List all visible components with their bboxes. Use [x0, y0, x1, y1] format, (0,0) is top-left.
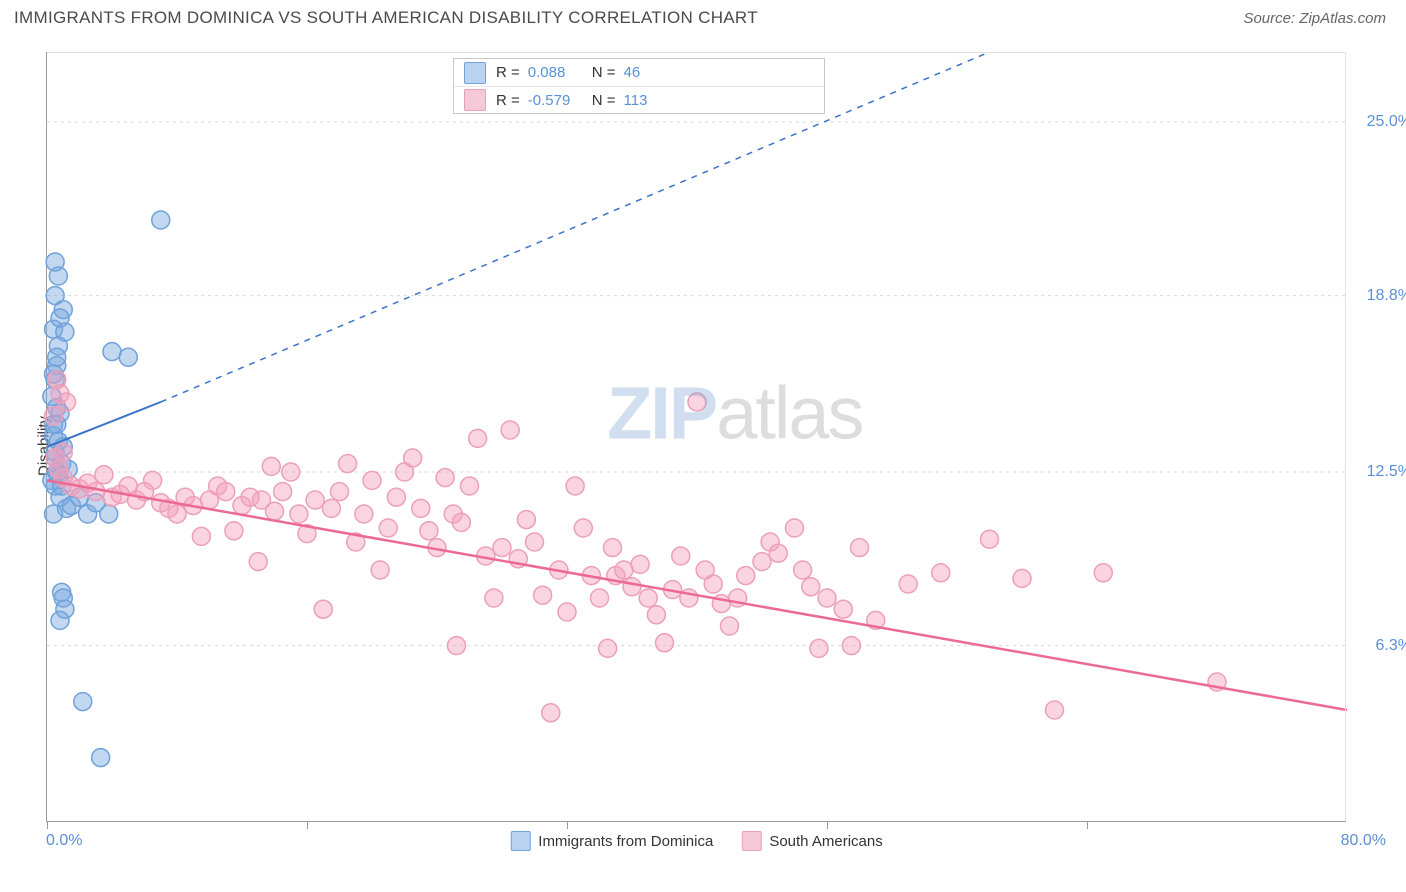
legend-swatch-icon: [741, 831, 761, 851]
r-label: R =: [496, 92, 528, 109]
x-axis-end-label: 80.0%: [1341, 832, 1386, 850]
legend-swatch-icon: [510, 831, 530, 851]
legend-swatch-icon: [464, 62, 486, 84]
y-tick-label: 25.0%: [1367, 113, 1406, 131]
n-label: N =: [592, 92, 624, 109]
series-legend: Immigrants from Dominica South Americans: [510, 831, 882, 851]
y-tick-label: 12.5%: [1367, 463, 1406, 481]
legend-label: South Americans: [769, 833, 882, 850]
legend-item-dominica: Immigrants from Dominica: [510, 831, 713, 851]
chart-title: IMMIGRANTS FROM DOMINICA VS SOUTH AMERIC…: [14, 8, 758, 28]
n-value: 46: [624, 64, 688, 81]
legend-swatch-icon: [464, 89, 486, 111]
stats-legend-row: R =-0.579N =113: [454, 86, 824, 113]
r-value: -0.579: [528, 92, 592, 109]
y-tick-label: 18.8%: [1367, 287, 1406, 305]
title-bar: IMMIGRANTS FROM DOMINICA VS SOUTH AMERIC…: [0, 0, 1406, 32]
x-axis-ticks: [47, 821, 1346, 829]
stats-legend: R =0.088N =46R =-0.579N =113: [453, 58, 825, 114]
legend-item-south-americans: South Americans: [741, 831, 882, 851]
chart-svg: [47, 52, 1346, 821]
y-tick-label: 6.3%: [1376, 637, 1406, 655]
plot-area: ZIPatlas R =0.088N =46R =-0.579N =113 Im…: [46, 52, 1346, 822]
n-label: N =: [592, 64, 624, 81]
x-axis-start-label: 0.0%: [46, 832, 82, 850]
legend-label: Immigrants from Dominica: [538, 833, 713, 850]
source-text: Source: ZipAtlas.com: [1243, 10, 1386, 27]
stats-legend-row: R =0.088N =46: [454, 59, 824, 86]
n-value: 113: [624, 92, 688, 109]
r-value: 0.088: [528, 64, 592, 81]
r-label: R =: [496, 64, 528, 81]
